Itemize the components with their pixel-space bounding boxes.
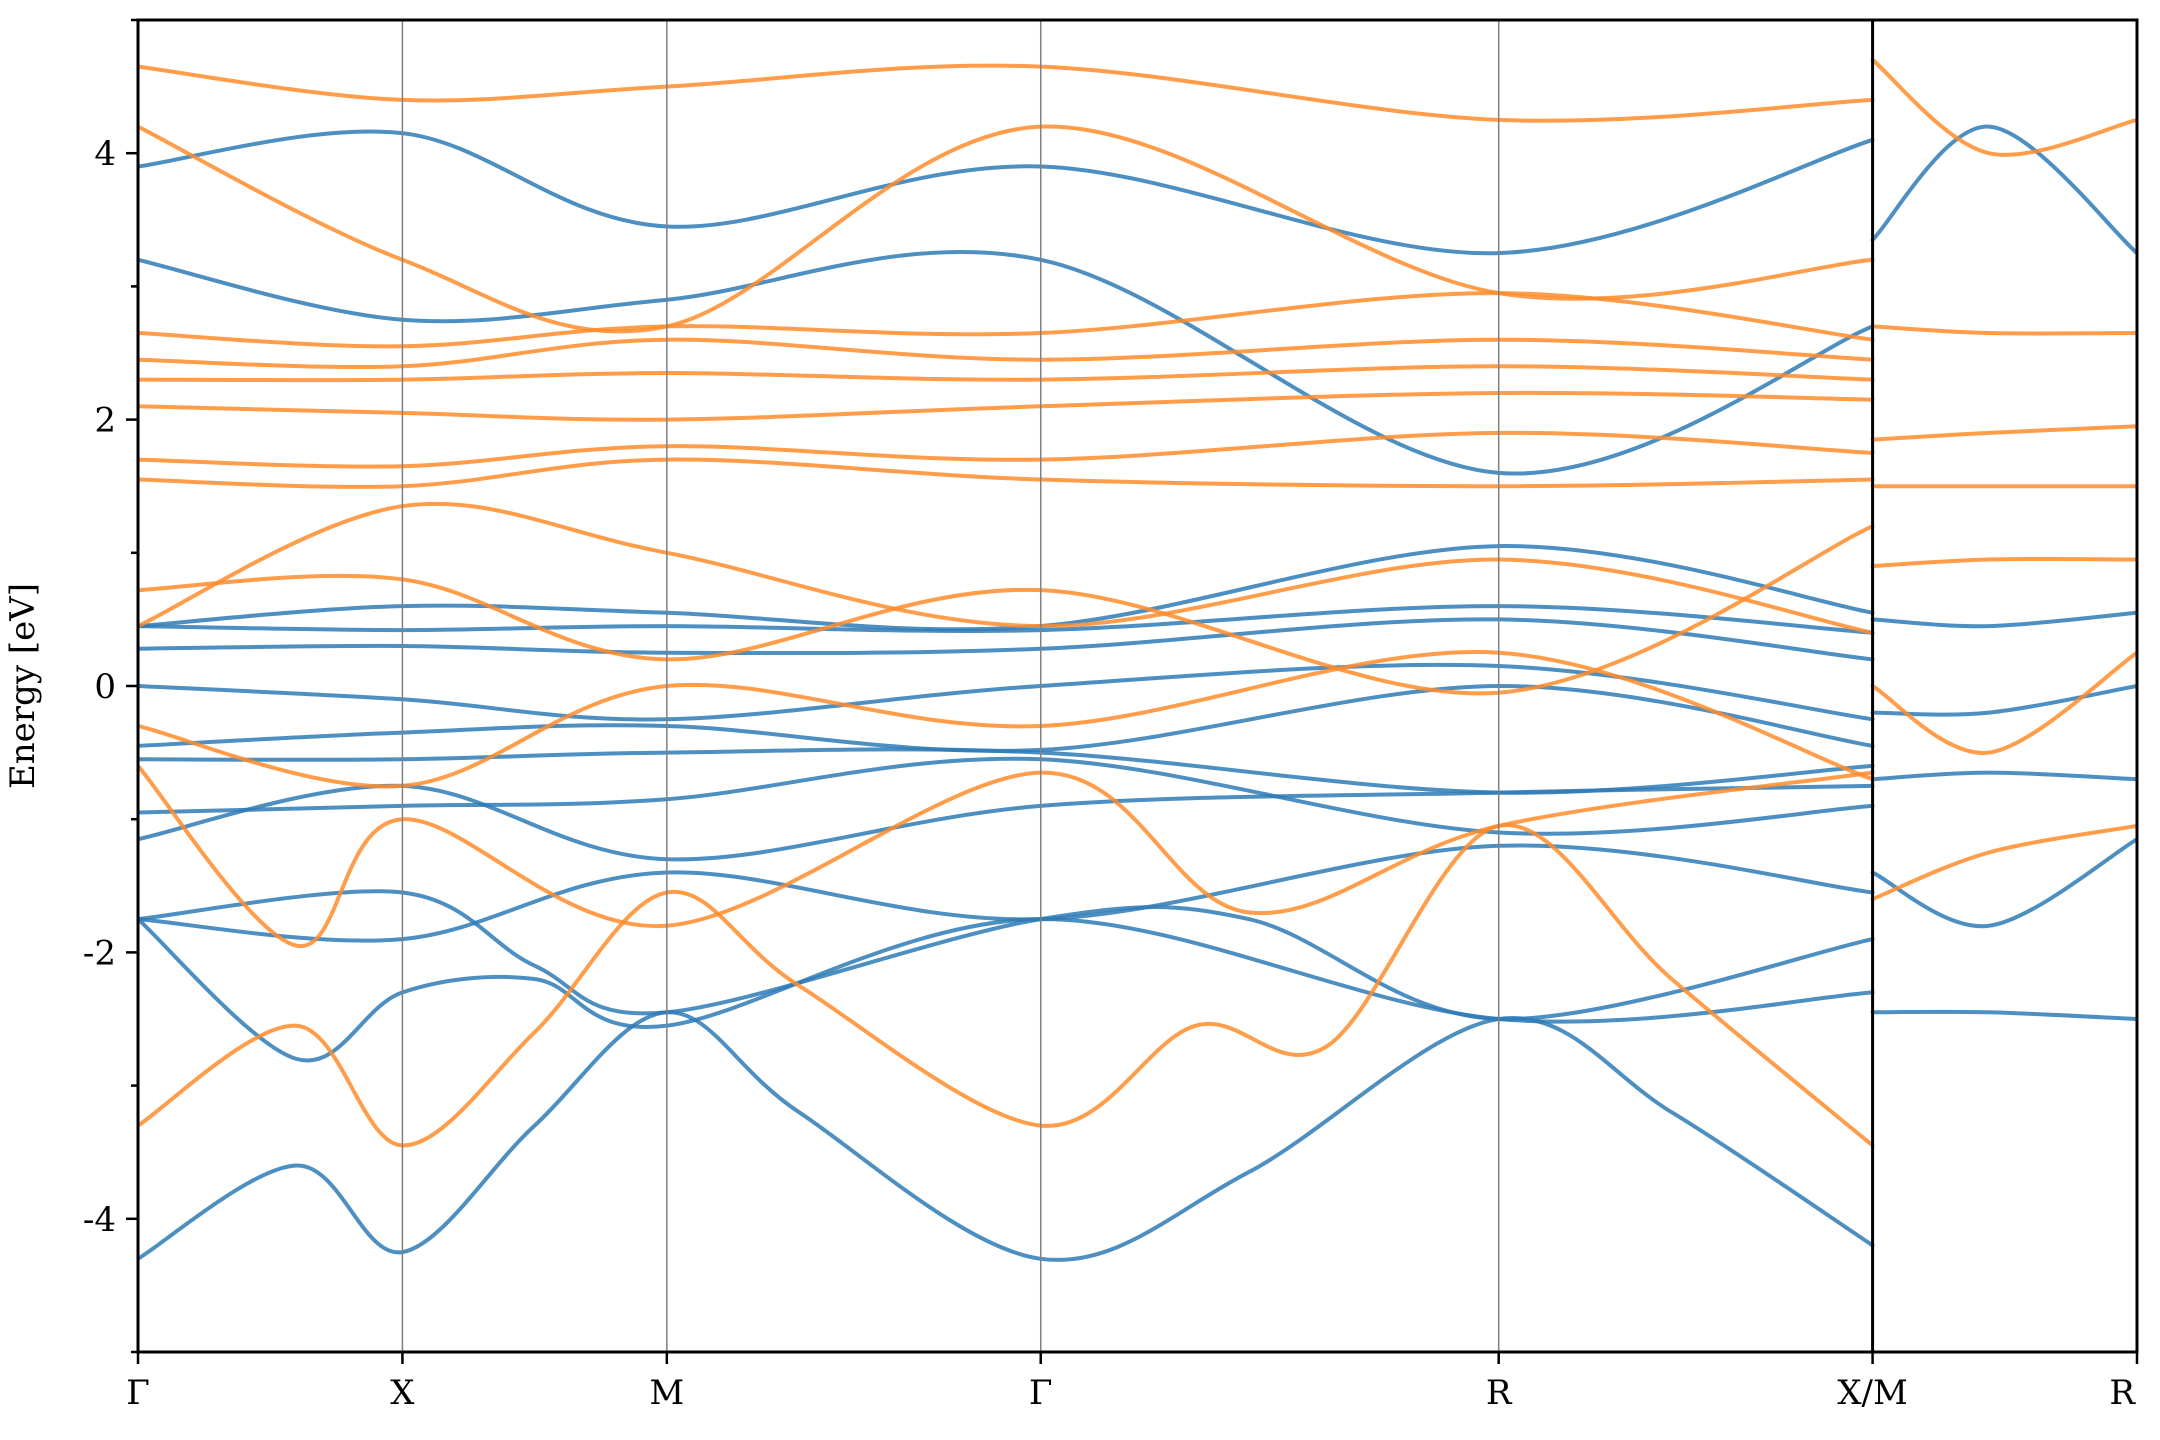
band-line [1870, 837, 2137, 929]
band-line [138, 430, 1875, 469]
band-line [138, 63, 1875, 123]
band-line [138, 889, 1875, 1022]
band-line [1870, 684, 2137, 717]
band-line [1870, 424, 2137, 442]
band-line [138, 291, 1875, 349]
y-tick-label: -2 [83, 933, 116, 973]
y-axis-ticks: -4 -2 0 2 4 [83, 18, 138, 1354]
band-line [138, 756, 1875, 836]
band-line [138, 124, 1875, 334]
band-line [138, 823, 1875, 1148]
plot-frame [136, 18, 2139, 1354]
y-tick-label: 4 [94, 134, 116, 174]
x-tick-label: X [390, 1373, 415, 1413]
band-line [138, 843, 1875, 943]
x-tick-label: Γ [1029, 1373, 1053, 1413]
band-line [138, 650, 1875, 789]
x-tick-label: M [649, 1373, 684, 1413]
band-line [1870, 610, 2137, 629]
band-line [1870, 556, 2137, 569]
band-line [138, 617, 1875, 662]
band-line [138, 501, 1875, 635]
band-line [1870, 823, 2137, 902]
x-tick-label: R [2109, 1373, 2136, 1413]
band-line [138, 457, 1875, 489]
band-line [1870, 324, 2137, 336]
band-line [1870, 1009, 2137, 1021]
band-line [138, 783, 1875, 862]
x-tick-label: R [1486, 1373, 1513, 1413]
band-line [1870, 124, 2137, 256]
band-line [138, 662, 1875, 722]
band-line [138, 683, 1875, 753]
y-tick-label: -4 [83, 1200, 116, 1240]
band-line [138, 763, 1875, 948]
x-tick-label: Γ [126, 1373, 150, 1413]
band-line [138, 390, 1875, 422]
x-axis-ticks: Γ X M Γ R X/M R [126, 1352, 2139, 1413]
band-line [138, 544, 1875, 632]
k-point-separators [401, 20, 1875, 1352]
band-line [138, 1010, 1875, 1262]
x-tick-label: X/M [1837, 1373, 1907, 1413]
band-line [1870, 770, 2137, 782]
bands-layer [138, 58, 2137, 1262]
y-tick-label: 2 [94, 401, 116, 441]
band-line [1870, 58, 2137, 157]
band-line [138, 129, 1875, 256]
y-tick-label: 0 [94, 667, 116, 707]
band-line [138, 337, 1875, 370]
band-line [138, 364, 1875, 383]
band-line [1870, 650, 2137, 755]
y-axis-title: Energy [eV] [3, 583, 43, 789]
band-line [138, 249, 1875, 476]
